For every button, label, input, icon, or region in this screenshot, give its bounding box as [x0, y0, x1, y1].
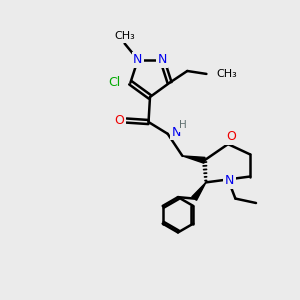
Text: O: O	[114, 114, 124, 127]
Text: CH₃: CH₃	[217, 69, 238, 79]
Polygon shape	[182, 156, 205, 163]
Text: N: N	[225, 174, 234, 188]
Text: O: O	[226, 130, 236, 143]
Text: N: N	[172, 126, 182, 139]
Text: H: H	[179, 120, 187, 130]
Polygon shape	[192, 182, 206, 200]
Text: CH₃: CH₃	[114, 31, 135, 41]
Text: N: N	[158, 53, 167, 66]
Text: Cl: Cl	[108, 76, 120, 89]
Text: N: N	[133, 53, 142, 66]
